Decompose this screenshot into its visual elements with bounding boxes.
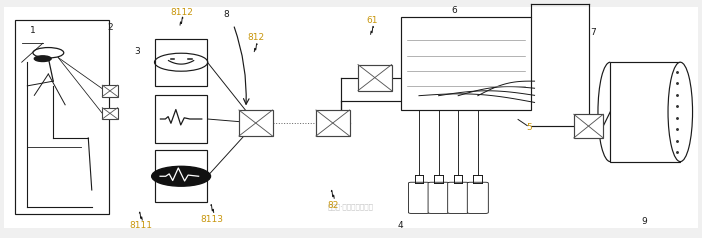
Text: 公众号·智能汽车俱乐部: 公众号·智能汽车俱乐部 [328,203,374,210]
Text: 1: 1 [30,26,36,35]
Text: 9: 9 [641,217,647,226]
Text: 2: 2 [107,23,113,32]
Text: 3: 3 [135,47,140,56]
Bar [574,114,603,138]
Text: 6: 6 [452,6,458,15]
Text: 61: 61 [366,16,378,25]
Text: 8: 8 [223,10,229,19]
Bar [15,20,110,214]
Bar [155,39,207,86]
FancyBboxPatch shape [448,182,469,213]
Text: 8111: 8111 [129,221,152,230]
Bar [155,95,207,143]
Bar [610,62,680,162]
Text: 812: 812 [247,33,264,42]
Text: 4: 4 [397,221,403,230]
FancyBboxPatch shape [468,182,489,213]
Bar [102,85,118,97]
Circle shape [152,166,211,186]
Bar [102,108,118,119]
Text: 5: 5 [526,123,533,132]
Bar [402,17,531,109]
Circle shape [34,56,51,61]
Text: 8113: 8113 [201,215,224,224]
Ellipse shape [668,62,693,162]
Bar [316,110,350,136]
Bar [358,64,392,91]
FancyBboxPatch shape [428,182,449,213]
Text: 8112: 8112 [170,8,193,17]
Bar [239,110,272,136]
Text: 82: 82 [327,201,338,210]
FancyBboxPatch shape [409,182,430,213]
Bar [155,150,207,202]
Text: 7: 7 [590,28,596,37]
